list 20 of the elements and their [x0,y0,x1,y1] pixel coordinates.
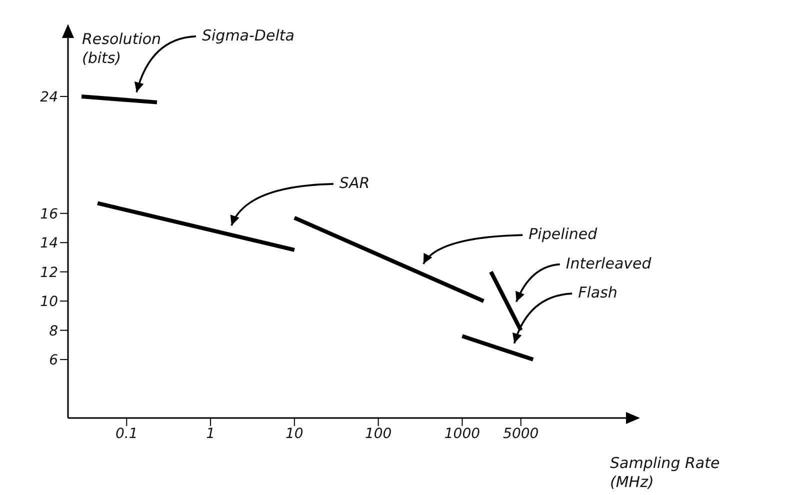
y-tick-label: 16 [40,206,58,222]
y-tick-label: 8 [49,323,58,340]
y-axis-title: Resolution (bits) [82,30,162,67]
x-tick-label: 0.1 [116,426,138,442]
y-tick-label: 10 [40,294,58,310]
x-axis-title: Sampling Rate (MHz) [610,454,720,491]
text: Pipelined [528,225,598,244]
x-tick-label: 100 [364,426,392,442]
text: Sigma-Delta [202,26,294,44]
y-tick-label: 14 [40,236,58,252]
x-tick-label: 10 [286,426,304,442]
text: SAR [339,174,370,192]
y-tick-label: 6 [49,352,58,369]
x-tick-label: 1000 [444,426,480,442]
text: Flash [578,284,618,302]
y-tick-label: 24 [40,89,58,106]
x-tick-label: 5000 [503,426,539,442]
text: Interleaved [566,254,652,272]
x-tick-label: 1 [206,426,215,442]
y-tick-label: 12 [40,264,58,281]
